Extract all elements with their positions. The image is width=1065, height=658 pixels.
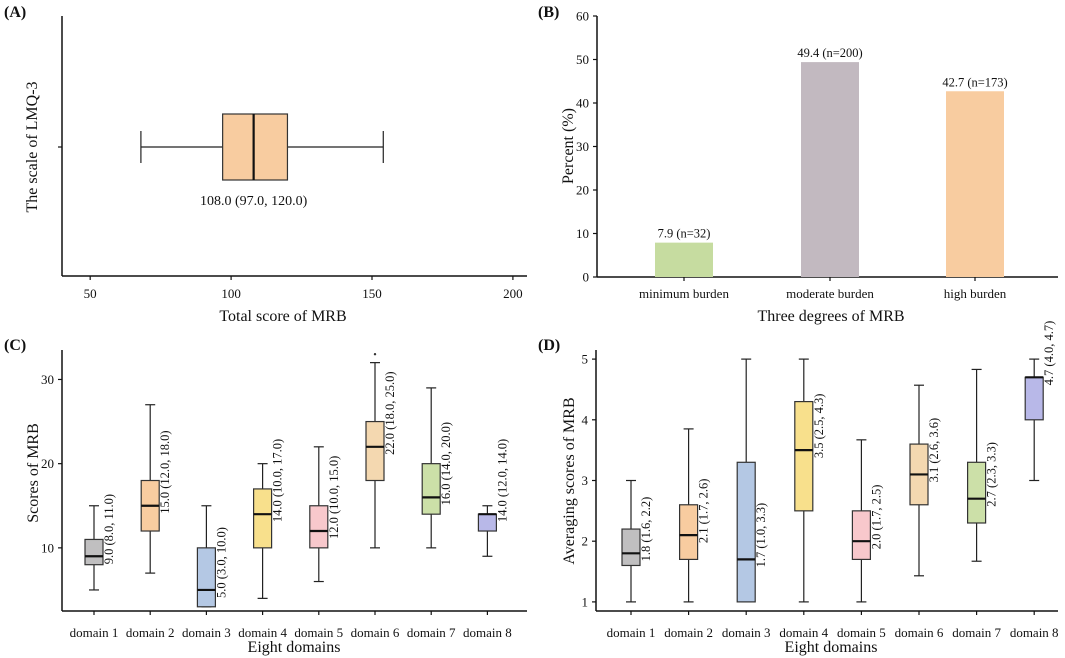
panel-d-x-tick-label: domain 3 — [722, 625, 771, 640]
panel-c-x-tick-label: domain 1 — [70, 625, 119, 640]
panel-d-x-tick-label: domain 2 — [664, 625, 713, 640]
panel-c-y-tick-label: 10 — [41, 540, 54, 555]
panel-d-box-5 — [851, 510, 872, 561]
panel-c-box-4 — [253, 488, 273, 549]
panel-a-ylabel: The scale of LMQ-3 — [24, 81, 41, 212]
panel-c-x-tick-label: domain 6 — [351, 625, 400, 640]
panel-d-x-tick-label: domain 6 — [895, 625, 944, 640]
panel-c-y-tick-label: 20 — [41, 456, 54, 471]
panel-d-box-3 — [736, 461, 756, 603]
panel-d-box-label-8: 4.7 (4.0, 4.7) — [1042, 321, 1056, 386]
panel-b-y-tick-label: 50 — [576, 52, 589, 67]
panel-b-y-tick-label: 0 — [583, 270, 590, 285]
panel-d-y-tick-label: 5 — [582, 352, 589, 367]
panel-c-x-tick-label: domain 2 — [126, 625, 175, 640]
panel-c-box-label-7: 16.0 (14.0, 20.0) — [439, 422, 453, 505]
panel-a-box — [222, 113, 289, 181]
panel-d-box-label-5: 2.0 (1.7, 2.5) — [869, 485, 883, 550]
panel-b-xlabel: Three degrees of MRB — [757, 308, 904, 325]
panel-c-x-tick-label: domain 4 — [238, 625, 287, 640]
panel-c-box-3 — [196, 547, 216, 608]
panel-b-x-tick-label: moderate burden — [786, 286, 874, 301]
panel-d-xlabel: Eight domains — [785, 639, 878, 656]
panel-b-bar-label-2: 49.4 (n=200) — [797, 46, 862, 60]
panel-c-box-label-2: 15.0 (12.0, 18.0) — [158, 430, 172, 513]
panel-d-x-tick-label: domain 8 — [1010, 625, 1059, 640]
panel-b-bar-label-3: 42.7 (n=173) — [942, 75, 1007, 89]
panel-c-box-7 — [421, 463, 441, 515]
panel-d-box-label-4: 3.5 (2.5, 4.3) — [812, 394, 826, 459]
panel-c-label: (C) — [4, 337, 26, 354]
panel-d-y-tick-label: 3 — [582, 473, 589, 488]
panel-a-xlabel: Total score of MRB — [219, 308, 346, 325]
panel-d-x-tick-label: domain 1 — [607, 625, 656, 640]
panel-a-x-tick-label: 150 — [362, 286, 382, 301]
panel-c-box-1 — [84, 538, 104, 566]
panel-b-x-tick-label: minimum burden — [639, 286, 729, 301]
panel-d-x-tick-label: domain 7 — [952, 625, 1001, 640]
panel-d-box-label-2: 2.1 (1.7, 2.6) — [697, 479, 711, 544]
panel-c-box-label-3: 5.0 (3.0, 10.0) — [214, 527, 228, 598]
panel-c-box-8 — [477, 513, 497, 532]
panel-d-box-label-3: 1.7 (1.0, 3.3) — [754, 503, 768, 568]
panel-d-box-7 — [966, 461, 987, 524]
panel-c-x-tick-label: domain 5 — [294, 625, 343, 640]
panel-c-x-tick-label: domain 8 — [463, 625, 512, 640]
panel-b-bar-label-1: 7.9 (n=32) — [658, 227, 711, 241]
panel-b-y-tick-label: 30 — [576, 139, 589, 154]
panel-b-label: (B) — [538, 4, 559, 21]
panel-a-x-tick-label: 200 — [503, 286, 523, 301]
panel-d-box-label-6: 3.1 (2.6, 3.6) — [927, 418, 941, 483]
panel-c: (C) Eight domains Scores of MRB 10 20 30 9.… — [4, 337, 527, 656]
panel-c-x-tick-label: domain 7 — [407, 625, 456, 640]
panel-d-x-tick-label: domain 5 — [837, 625, 886, 640]
panel-c-x-tick-label: domain 3 — [182, 625, 231, 640]
panel-b-x-tick-label: high burden — [944, 286, 1007, 301]
panel-b-bar-1 — [655, 242, 713, 277]
panel-c-outlier-1 — [373, 353, 377, 356]
panel-c-xlabel: Eight domains — [248, 639, 341, 656]
panel-d-y-tick-label: 1 — [582, 594, 589, 609]
panel-c-box-label-8: 14.0 (12.0, 14.0) — [495, 439, 509, 522]
panel-c-box-5 — [309, 505, 329, 549]
panel-a-x-tick-label: 50 — [84, 286, 97, 301]
panel-d-box-label-1: 1.8 (1.6, 2.2) — [639, 497, 653, 562]
panel-d-y-tick-label: 4 — [582, 412, 589, 427]
panel-c-box-label-6: 22.0 (18.0, 25.0) — [383, 371, 397, 454]
panel-d-x-tick-label: domain 4 — [779, 625, 828, 640]
panel-d-label: (D) — [538, 337, 560, 354]
panel-c-box-label-5: 12.0 (10.0, 15.0) — [327, 456, 341, 539]
panel-d-ylabel: Averaging scores of MRB — [561, 397, 578, 564]
panel-b-y-tick-label: 60 — [576, 9, 589, 24]
panel-a: (A) Total score of MRB The scale of LMQ-… — [4, 4, 527, 325]
panel-b-ylabel: Percent (%) — [560, 108, 577, 184]
panel-d-y-tick-label: 2 — [582, 534, 589, 549]
panel-c-box-label-1: 9.0 (8.0, 11.0) — [102, 494, 116, 564]
panel-b-bar-3 — [946, 91, 1004, 277]
panel-a-box-label: 108.0 (97.0, 120.0) — [200, 194, 308, 209]
panel-d-box-label-7: 2.7 (2.3, 3.3) — [985, 442, 999, 507]
panel-d-box-1 — [621, 528, 641, 567]
panel-c-box-6 — [365, 420, 385, 482]
panel-d-box-2 — [678, 504, 699, 561]
panel-c-ylabel: Scores of MRB — [25, 423, 42, 523]
panel-c-box-label-4: 14.0 (10.0, 17.0) — [271, 439, 285, 522]
panel-a-x-tick-label: 100 — [221, 286, 241, 301]
panel-c-y-tick-label: 30 — [41, 372, 54, 387]
panel-b: (B) Three degrees of MRB Percent (%) 0 10… — [538, 4, 1058, 325]
panel-b-y-tick-label: 40 — [576, 96, 589, 111]
panel-b-y-tick-label: 10 — [576, 226, 589, 241]
panel-a-label: (A) — [4, 4, 26, 21]
panel-d-box-8 — [1024, 376, 1044, 421]
panel-b-y-tick-label: 20 — [576, 183, 589, 198]
panel-d: (D) Eight domains Averaging scores of MR… — [538, 321, 1059, 656]
panel-b-bar-2 — [801, 62, 859, 277]
panel-d-box-4 — [794, 400, 814, 512]
